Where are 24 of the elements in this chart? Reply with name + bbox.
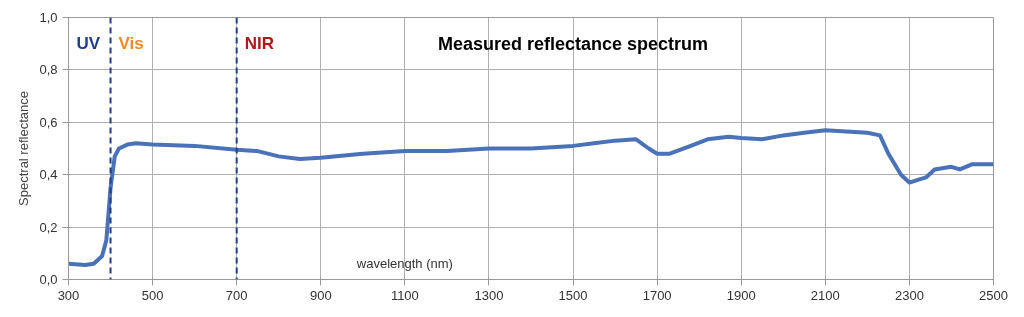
annotation: NIR [244, 34, 274, 54]
x-tick-label: 1900 [726, 287, 756, 303]
x-tick-label: 2500 [979, 287, 1008, 303]
y-tick-label: 0,0 [39, 272, 58, 287]
y-axis-title: Spectral reflectance [16, 91, 32, 206]
x-tick-label: 2100 [810, 287, 840, 303]
x-tick-label: 2300 [894, 287, 924, 303]
annotation: UV [76, 34, 101, 54]
y-tick-label: 0,4 [39, 167, 58, 183]
x-tick-label: 500 [141, 287, 164, 303]
x-tick-label: 1300 [474, 287, 504, 303]
x-tick-label: 1100 [390, 287, 419, 303]
y-tick-label: 0,2 [39, 219, 58, 235]
annotation: Vis [118, 34, 144, 54]
x-tick-label: 1500 [558, 287, 588, 303]
x-axis-title: wavelength (nm) [355, 256, 453, 272]
x-tick-label: 700 [225, 287, 248, 303]
x-tick-label: 1700 [642, 287, 672, 303]
y-tick-label: 1,0 [39, 10, 58, 25]
x-tick-label: 300 [57, 287, 80, 303]
y-tick-label: 0,6 [39, 114, 58, 130]
y-tick-label: 0,8 [39, 62, 58, 78]
text: Measured reflectance spectrum [437, 33, 709, 54]
x-tick-label: 900 [309, 287, 332, 303]
